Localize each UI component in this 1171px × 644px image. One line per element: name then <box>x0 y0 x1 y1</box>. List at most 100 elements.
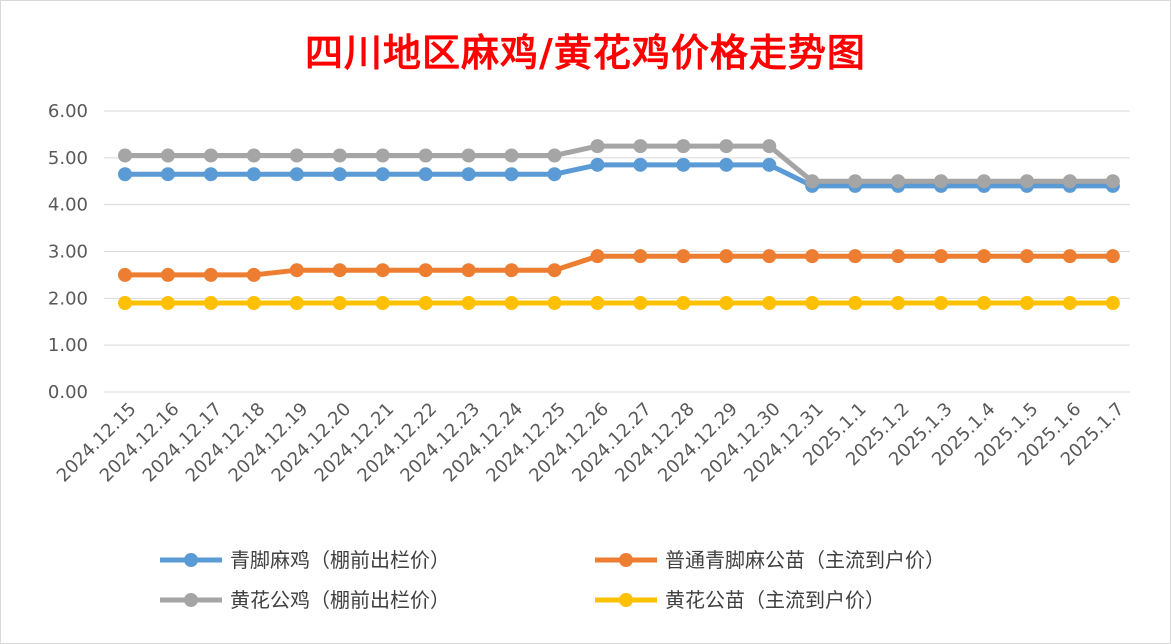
data-point <box>977 249 991 264</box>
data-point <box>289 148 304 163</box>
data-point <box>762 157 777 172</box>
data-point <box>762 139 777 154</box>
data-point <box>934 296 949 311</box>
data-point <box>118 167 132 182</box>
data-point <box>461 263 476 278</box>
data-point <box>633 296 648 311</box>
data-point <box>504 296 519 311</box>
x-axis-ticks: 2024.12.152024.12.162024.12.172024.12.18… <box>53 399 1129 487</box>
data-point <box>676 296 691 311</box>
data-point <box>418 148 433 163</box>
data-point <box>633 139 648 154</box>
data-point <box>719 249 734 264</box>
y-tick-label: 2.00 <box>48 288 88 309</box>
data-point <box>504 148 519 163</box>
data-point <box>461 148 476 163</box>
data-point <box>1019 249 1034 264</box>
data-point <box>547 167 562 182</box>
chart-title: 四川地区麻鸡/黄花鸡价格走势图 <box>305 30 866 75</box>
legend-marker <box>619 593 633 607</box>
data-point <box>203 148 218 163</box>
data-point <box>418 263 433 278</box>
data-point <box>719 139 734 154</box>
data-point <box>203 267 218 282</box>
data-point <box>160 267 175 282</box>
legend-label: 青脚麻鸡（棚前出栏价） <box>230 548 450 572</box>
y-tick-label: 0.00 <box>48 382 88 403</box>
data-point <box>891 249 906 264</box>
legend: 青脚麻鸡（棚前出栏价） 普通青脚麻公苗（主流到户价） 黄花公鸡（棚前出栏价） 黄花公苗… <box>160 548 945 612</box>
data-point <box>719 157 734 172</box>
series-line <box>122 253 1116 278</box>
data-point <box>891 296 906 311</box>
data-point <box>246 296 261 311</box>
data-point <box>246 167 261 182</box>
data-point <box>160 148 175 163</box>
data-point <box>504 167 519 182</box>
data-point <box>934 249 949 264</box>
legend-label: 黄花公鸡（棚前出栏价） <box>230 588 450 612</box>
data-point <box>848 249 863 264</box>
data-point <box>1019 296 1034 311</box>
data-point <box>762 296 777 311</box>
data-point <box>332 263 347 278</box>
data-point <box>375 263 390 278</box>
data-point <box>676 139 691 154</box>
data-point <box>977 296 991 311</box>
series-line <box>122 162 1116 189</box>
y-tick-label: 4.00 <box>48 195 88 216</box>
data-point <box>1105 296 1120 311</box>
data-point <box>719 296 734 311</box>
legend-label: 普通青脚麻公苗（主流到户价） <box>665 548 945 572</box>
data-point <box>805 249 820 264</box>
data-point <box>332 148 347 163</box>
data-point <box>1062 296 1077 311</box>
data-point <box>805 174 820 189</box>
data-point <box>461 167 476 182</box>
data-point <box>805 296 820 311</box>
data-point <box>504 263 519 278</box>
data-point <box>118 148 132 163</box>
data-point <box>203 167 218 182</box>
data-point <box>848 174 863 189</box>
data-point <box>203 296 218 311</box>
data-point <box>547 296 562 311</box>
data-point <box>1062 174 1077 189</box>
legend-marker <box>619 553 633 567</box>
data-point <box>246 148 261 163</box>
data-point <box>676 249 691 264</box>
y-tick-label: 1.00 <box>48 335 88 356</box>
data-point <box>160 296 175 311</box>
data-point <box>375 148 390 163</box>
data-point <box>848 296 863 311</box>
data-point <box>375 167 390 182</box>
data-point <box>246 267 261 282</box>
data-point <box>676 157 691 172</box>
y-tick-label: 6.00 <box>48 101 88 122</box>
data-point <box>590 296 605 311</box>
data-point <box>1105 249 1120 264</box>
data-point <box>633 157 648 172</box>
data-point <box>547 148 562 163</box>
y-axis-ticks: 0.00 1.00 2.00 3.00 4.00 5.00 6.00 <box>48 101 88 403</box>
y-tick-label: 5.00 <box>48 148 88 169</box>
legend-marker <box>184 593 198 607</box>
series-line <box>122 143 1116 184</box>
data-point <box>590 249 605 264</box>
data-point <box>418 167 433 182</box>
data-point <box>590 157 605 172</box>
data-point <box>1062 249 1077 264</box>
data-point <box>118 267 132 282</box>
data-point <box>762 249 777 264</box>
legend-marker <box>184 553 198 567</box>
data-point <box>160 167 175 182</box>
data-point <box>289 263 304 278</box>
legend-label: 黄花公苗（主流到户价） <box>665 588 885 612</box>
data-point <box>934 174 949 189</box>
data-point <box>461 296 476 311</box>
data-point <box>332 167 347 182</box>
data-point <box>891 174 906 189</box>
data-point <box>590 139 605 154</box>
